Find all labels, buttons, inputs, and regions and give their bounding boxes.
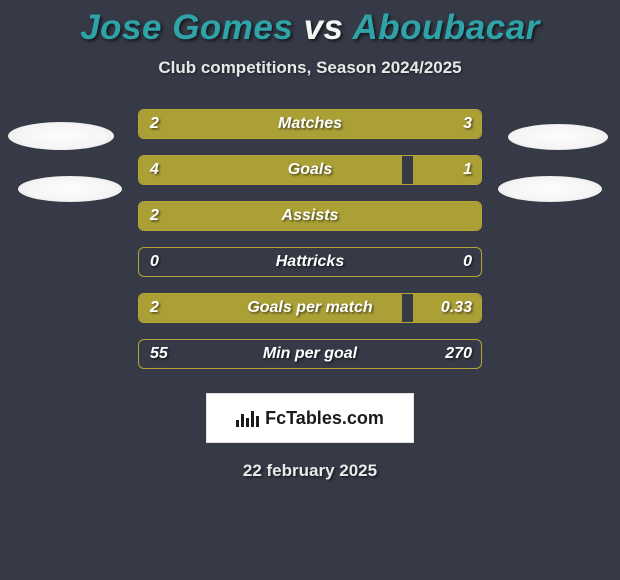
stat-row: 23Matches <box>0 109 620 139</box>
brand-badge[interactable]: FcTables.com <box>206 393 414 443</box>
metric-label: Min per goal <box>0 339 620 369</box>
metric-label: Hattricks <box>0 247 620 277</box>
stat-row: 2Assists <box>0 201 620 231</box>
vs-separator: vs <box>304 8 344 47</box>
comparison-chart: 23Matches 41Goals 2Assists 00Hattricks 20.33… <box>0 109 620 385</box>
date-label: 22 february 2025 <box>243 461 377 481</box>
stat-row: 41Goals <box>0 155 620 185</box>
metric-label: Goals <box>0 155 620 185</box>
stat-row: 00Hattricks <box>0 247 620 277</box>
comparison-card: Jose Gomes vs Aboubacar Club competition… <box>0 0 620 580</box>
subtitle: Club competitions, Season 2024/2025 <box>158 58 461 78</box>
metric-label: Assists <box>0 201 620 231</box>
stat-row: 20.33Goals per match <box>0 293 620 323</box>
page-title: Jose Gomes vs Aboubacar <box>80 8 540 48</box>
metric-label: Matches <box>0 109 620 139</box>
stat-row: 55270Min per goal <box>0 339 620 369</box>
brand-text: FcTables.com <box>265 408 384 429</box>
chart-icon <box>236 409 259 427</box>
player1-name: Jose Gomes <box>80 8 293 47</box>
player2-name: Aboubacar <box>352 8 539 47</box>
metric-label: Goals per match <box>0 293 620 323</box>
